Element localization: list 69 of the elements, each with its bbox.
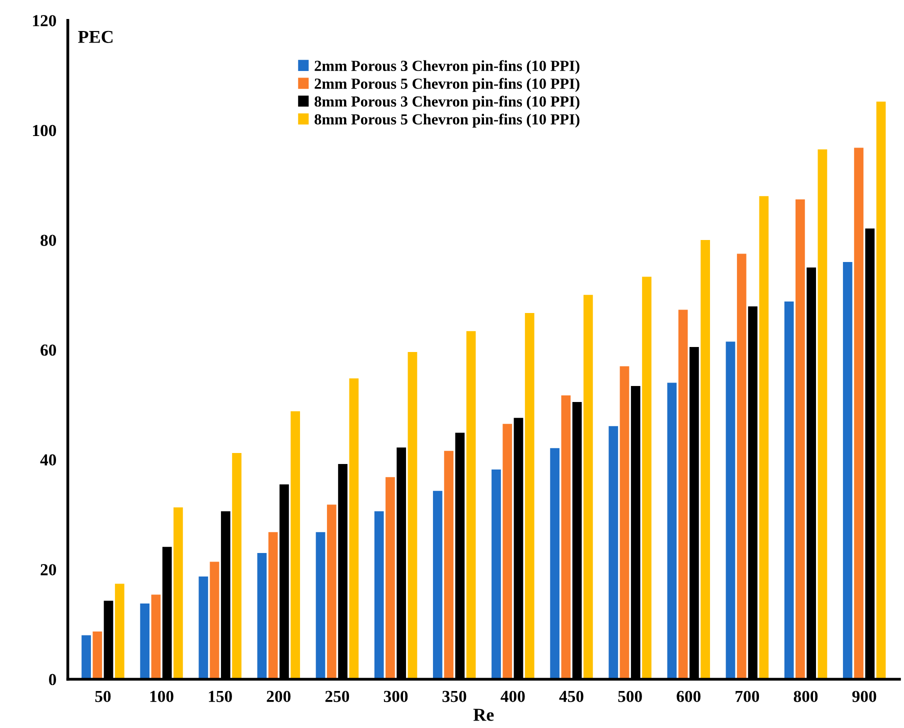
bar <box>842 262 852 680</box>
y-tick-label: 60 <box>40 344 56 356</box>
bar <box>524 313 534 680</box>
bar <box>502 424 512 680</box>
x-tick-label: 700 <box>736 690 760 702</box>
bar <box>667 382 677 680</box>
bar <box>561 395 571 680</box>
legend-label: 2mm Porous 3 Chevron pin-fins (10 PPI) <box>314 60 580 74</box>
bar <box>257 552 267 680</box>
x-tick-label: 450 <box>559 690 584 702</box>
x-tick-label: 900 <box>852 690 876 702</box>
bar <box>114 584 124 680</box>
y-tick-label: 80 <box>40 234 56 246</box>
legend-label: 8mm Porous 5 Chevron pin-fins (10 PPI) <box>314 114 580 128</box>
bar <box>492 469 501 680</box>
y-axis-title: PEC <box>78 30 113 43</box>
bar <box>784 301 794 680</box>
y-tick-label: 40 <box>40 454 56 466</box>
bar <box>349 378 359 680</box>
x-axis-title: Re <box>473 708 494 721</box>
bar <box>198 576 208 680</box>
x-tick-label: 400 <box>500 690 525 702</box>
bar <box>620 366 630 680</box>
bar <box>82 635 91 680</box>
bar <box>92 631 102 680</box>
x-tick-label: 300 <box>384 690 408 702</box>
y-tick-label: 100 <box>33 124 56 136</box>
bar <box>151 594 161 680</box>
x-tick-label: 200 <box>266 690 291 702</box>
x-tick-label: 100 <box>150 690 174 702</box>
bar <box>290 411 300 680</box>
y-tick-label: 20 <box>40 564 56 576</box>
x-tick-label: 250 <box>325 690 350 702</box>
bar <box>444 450 454 680</box>
y-tick-label: 0 <box>48 674 56 686</box>
legend-label: 2mm Porous 5 Chevron pin-fins (10 PPI) <box>314 78 580 92</box>
x-tick-label: 50 <box>95 690 111 702</box>
bar <box>736 254 746 680</box>
bar <box>316 532 326 680</box>
bar <box>796 199 805 680</box>
bar <box>210 562 220 680</box>
bar <box>642 276 652 680</box>
bar <box>408 352 418 680</box>
bar <box>726 342 736 680</box>
bar <box>374 511 384 680</box>
bar <box>876 102 886 680</box>
x-tick-label: 800 <box>794 690 818 702</box>
bar <box>550 448 560 680</box>
bar <box>818 149 828 680</box>
x-tick-label: 600 <box>676 690 700 702</box>
y-tick-label: 120 <box>33 15 56 26</box>
bar <box>174 507 183 680</box>
bar <box>268 532 278 680</box>
legend-label: 8mm Porous 3 Chevron pin-fins (10 PPI) <box>314 96 580 110</box>
x-tick-label: 150 <box>208 690 232 702</box>
x-tick-label: 350 <box>442 690 466 702</box>
bar <box>700 240 710 680</box>
bar <box>386 477 395 680</box>
bar <box>759 196 769 680</box>
bar <box>584 294 593 680</box>
bar <box>432 490 442 680</box>
bar <box>232 453 242 680</box>
x-tick-label: 500 <box>618 690 642 702</box>
bar <box>854 148 864 680</box>
bar <box>608 426 618 680</box>
bar <box>326 504 336 680</box>
bar <box>466 331 476 680</box>
bar <box>678 310 688 680</box>
bar <box>140 603 150 680</box>
